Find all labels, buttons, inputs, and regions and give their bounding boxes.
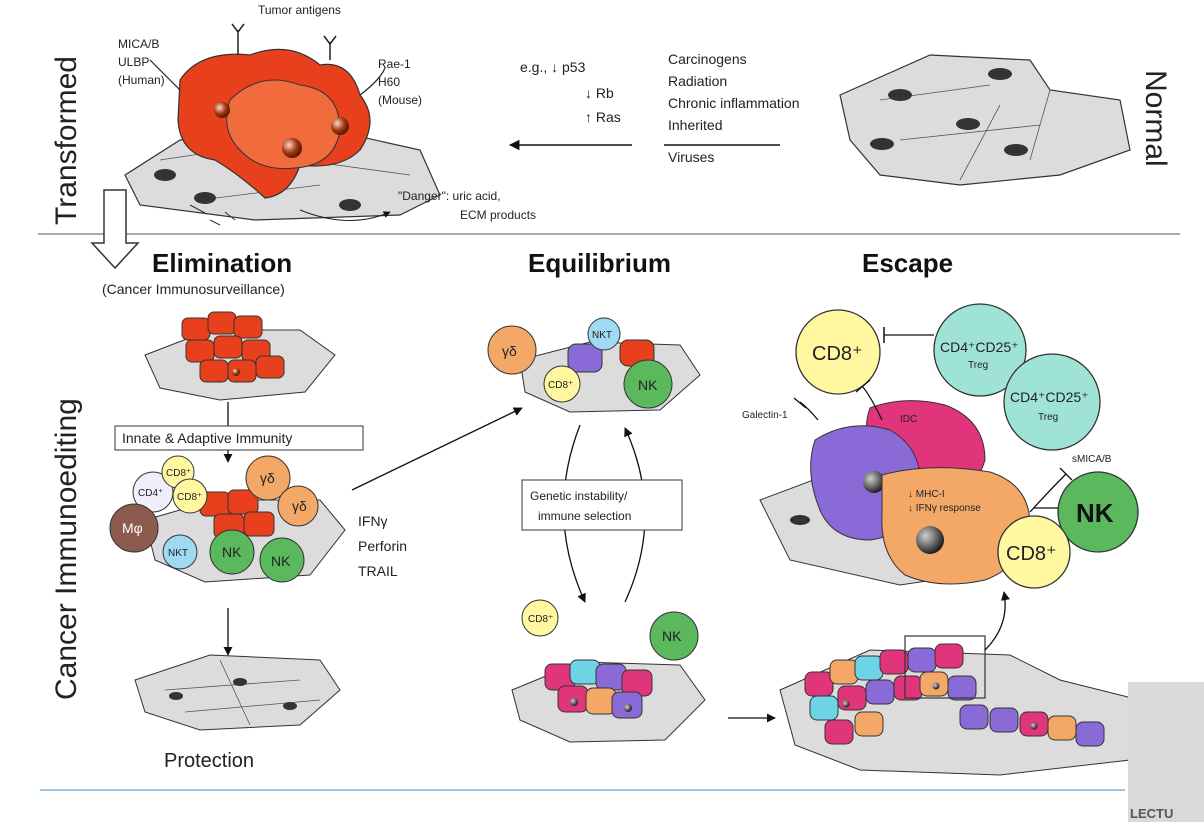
elimination-heading: Elimination <box>152 248 292 278</box>
equil-nk-low <box>649 611 699 661</box>
escape-treg1 <box>933 303 1027 397</box>
escape-cd8-top-label: CD8⁺ <box>812 343 863 365</box>
selection-box-line1: Genetic instability/ <box>530 489 628 503</box>
equil-gd-label: γδ <box>502 343 517 359</box>
ligand-human: (Human) <box>118 73 165 87</box>
immunoediting-label: Cancer Immunoediting <box>50 398 83 700</box>
escape-zoom-box <box>904 635 986 699</box>
elimination-immune-cluster <box>109 455 346 583</box>
nk-inhibit <box>1034 500 1061 516</box>
immunity-box <box>114 425 364 451</box>
escape-cd8-bottom-label: CD8⁺ <box>1006 543 1057 565</box>
escape-nk <box>1057 471 1139 553</box>
ligand-h60: H60 <box>378 75 400 89</box>
cause-radiation: Radiation <box>668 73 727 89</box>
elim-cd8-label: CD8⁺ <box>166 468 191 479</box>
watermark-box <box>1128 682 1204 822</box>
escape-galectin-label: Galectin-1 <box>742 410 788 421</box>
elimination-subheading: (Cancer Immunosurveillance) <box>102 281 285 297</box>
normal-tissue <box>839 54 1131 186</box>
elim-gd1-label: γδ <box>260 470 275 486</box>
escape-treg2-label: CD4⁺CD25⁺ <box>1010 389 1089 405</box>
protection-tissue <box>134 654 341 731</box>
escape-ifn-label: ↓ IFNγ response <box>908 503 981 514</box>
escape-smica-label: sMICA/B <box>1072 454 1112 465</box>
escape-cd8-bottom <box>997 515 1071 589</box>
escape-tumor-tissue <box>779 643 1141 776</box>
escape-zoom-arrow <box>984 591 1010 651</box>
escape-cd8-top <box>795 309 881 395</box>
immunity-box-label: Innate & Adaptive Immunity <box>122 430 292 446</box>
elim-to-equil-arrow <box>351 407 523 491</box>
escape-treg1-label: CD4⁺CD25⁺ <box>940 339 1019 355</box>
elim-nk1-label: NK <box>222 544 242 560</box>
escape-treg1-sub: Treg <box>968 360 988 371</box>
ecm-label: ECM products <box>460 208 536 222</box>
mutation-p53: e.g., ↓ p53 <box>520 59 586 75</box>
elim-mphi-label: Mφ <box>122 520 143 536</box>
elim-nk2-label: NK <box>271 553 291 569</box>
ligand-rae1: Rae-1 <box>378 57 411 71</box>
equilibrium-heading: Equilibrium <box>528 248 671 278</box>
smica-inhibit <box>1029 467 1073 513</box>
watermark-text: LECTU <box>1130 806 1173 821</box>
cause-inflammation: Chronic inflammation <box>668 95 800 111</box>
elimination-tumor-tissue <box>144 311 336 401</box>
elim-cd8b-label: CD8⁺ <box>177 492 202 503</box>
selection-box-line2: immune selection <box>538 509 631 523</box>
transformed-label: Transformed <box>50 56 83 225</box>
selection-box <box>521 479 683 531</box>
equil-cd8-label: CD8⁺ <box>548 380 573 391</box>
mutation-ras: ↑ Ras <box>585 109 621 125</box>
idc-inhibit <box>855 379 883 421</box>
down-arrow <box>90 189 140 270</box>
tumor-antigens-label: Tumor antigens <box>258 3 341 17</box>
equil-cd8-low-label: CD8⁺ <box>528 614 553 625</box>
transformed-tumor <box>124 23 441 226</box>
galectin-inhibit <box>793 397 819 421</box>
equilibrium-top-cluster <box>487 317 701 413</box>
protection-label: Protection <box>164 750 254 772</box>
ligand-ulbp: ULBP <box>118 55 149 69</box>
escape-nk-label: NK <box>1076 498 1114 528</box>
escape-treg2-sub: Treg <box>1038 412 1058 423</box>
equil-cd8-low <box>521 599 559 637</box>
effector-trail: TRAIL <box>358 563 398 579</box>
equilibrium-mixed-tumor <box>511 659 706 743</box>
normal-label: Normal <box>1139 70 1172 167</box>
effector-perforin: Perforin <box>358 538 407 554</box>
elim-cd4-label: CD4⁺ <box>138 488 163 499</box>
escape-heading: Escape <box>862 248 953 278</box>
cause-carcinogens: Carcinogens <box>668 51 747 67</box>
elim-gd2-label: γδ <box>292 498 307 514</box>
escape-mhc-label: ↓ MHC-I <box>908 489 945 500</box>
equil-nk-low-label: NK <box>662 628 682 644</box>
mutation-rb: ↓ Rb <box>585 85 614 101</box>
effector-ifn: IFNγ <box>358 513 388 529</box>
elim-nkt-label: NKT <box>168 548 188 559</box>
escape-tumor-mass <box>759 400 1031 586</box>
equil-nk-label: NK <box>638 377 658 393</box>
cause-inherited: Inherited <box>668 117 722 133</box>
equil-nkt-label: NKT <box>592 330 612 341</box>
escape-treg2 <box>1003 353 1101 451</box>
escape-idc-label: IDC <box>900 414 917 425</box>
ligand-micab: MICA/B <box>118 37 159 51</box>
cause-viruses: Viruses <box>668 149 714 165</box>
ligand-mouse: (Mouse) <box>378 93 422 107</box>
danger-label: "Danger": uric acid, <box>398 189 501 203</box>
